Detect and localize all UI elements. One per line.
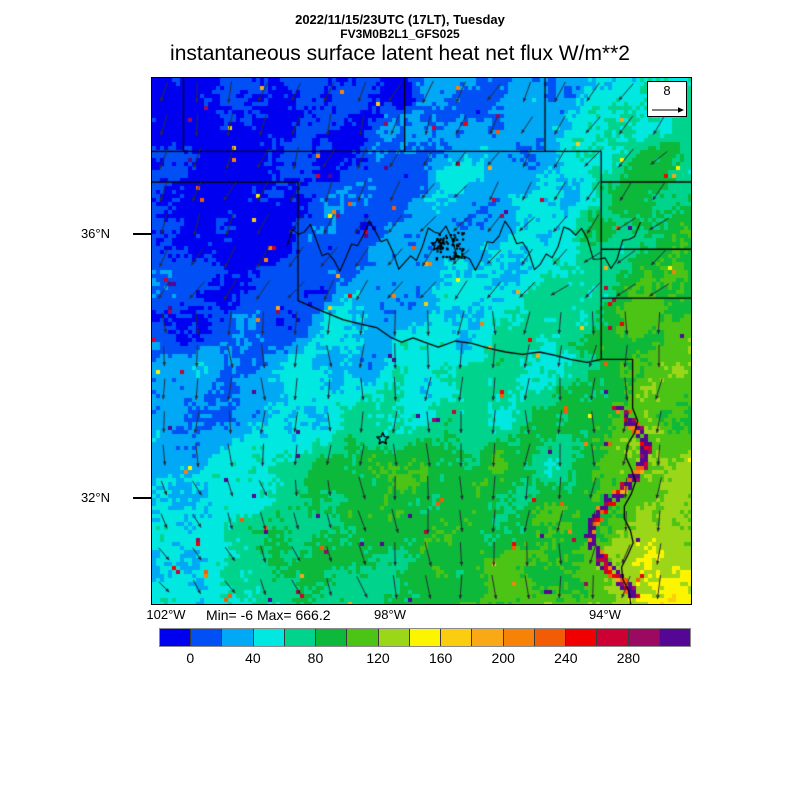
colorbar-segment-6 [347,629,379,646]
colorbar[interactable] [159,628,691,647]
lat-tick-mark-32n [133,497,151,499]
colorbar-segment-9 [441,629,473,646]
colorbar-tick-240: 240 [554,650,578,666]
lon-tick-label-98w: 98°W [374,607,406,622]
map-plot-area[interactable]: 8 [151,77,692,605]
lat-tick-label-36n: 36°N [80,226,110,241]
colorbar-segment-13 [566,629,598,646]
colorbar-segment-12 [534,629,567,646]
colorbar-tick-120: 120 [366,650,390,666]
colorbar-segment-0 [160,629,192,646]
lon-tick-label-102w: 102°W [146,607,186,622]
minmax-annotation: Min= -6 Max= 666.2 [206,607,331,623]
map-borders-and-wind-vectors [152,78,691,604]
colorbar-tick-40: 40 [245,650,261,666]
lon-tick-label-94w: 94°W [589,607,621,622]
vector-scale-legend: 8 [647,81,687,117]
page-title: instantaneous surface latent heat net fl… [170,42,630,65]
colorbar-tick-160: 160 [428,650,453,666]
colorbar-segment-11 [503,629,535,646]
colorbar-tick-200: 200 [491,650,515,666]
colorbar-segment-4 [284,629,317,646]
colorbar-tick-80: 80 [307,650,324,666]
colorbar-tick-0: 0 [186,650,195,666]
colorbar-segment-8 [409,629,442,646]
lat-tick-mark-36n [133,233,151,235]
colorbar-segment-7 [378,629,410,646]
right-arrow-icon [652,107,684,113]
colorbar-tick-280: 280 [616,650,641,666]
colorbar-segment-1 [191,629,223,646]
lat-tick-label-32n: 32°N [80,490,110,505]
model-title: FV3M0B2L1_GFS025 [340,27,460,41]
colorbar-segment-14 [597,629,629,646]
colorbar-segment-3 [253,629,285,646]
datetime-title: 2022/11/15/23UTC (17LT), Tuesday [295,12,505,27]
colorbar-container [159,628,691,647]
colorbar-segment-15 [628,629,660,646]
vector-scale-value: 8 [663,83,671,98]
colorbar-segment-16 [659,629,690,646]
colorbar-segment-2 [222,629,254,646]
colorbar-segment-10 [472,629,504,646]
colorbar-segment-5 [316,629,348,646]
